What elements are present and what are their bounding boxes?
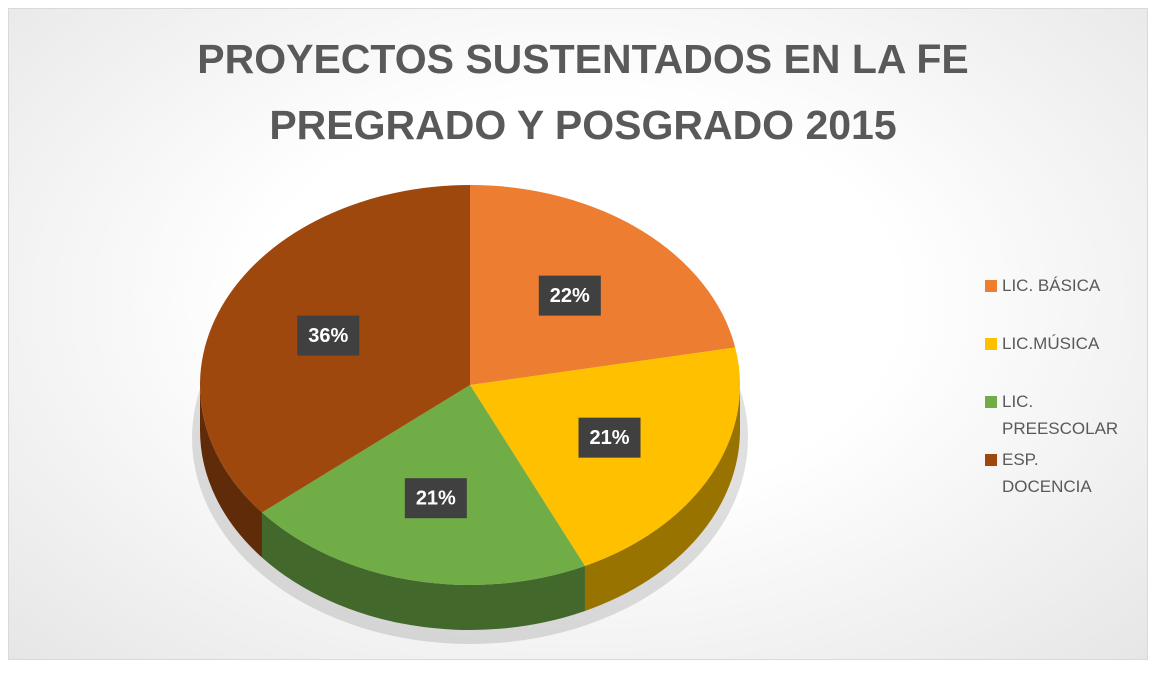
- value-label: 22%: [550, 285, 590, 307]
- legend-label: LIC.MÚSICA: [1002, 334, 1100, 353]
- legend-swatch: [985, 280, 997, 292]
- chart-title: PREGRADO Y POSGRADO 2015: [269, 102, 896, 148]
- legend-swatch: [985, 454, 997, 466]
- slice-side: [261, 512, 585, 630]
- legend-label: LIC. BÁSICA: [1002, 276, 1101, 295]
- legend-swatch: [985, 396, 997, 408]
- chart-title: PROYECTOS SUSTENTADOS EN LA FE: [197, 36, 969, 82]
- slice: [470, 185, 736, 385]
- value-label: 21%: [416, 487, 456, 509]
- value-label: 21%: [590, 427, 630, 449]
- slice-side: [584, 385, 740, 611]
- label-box: [297, 315, 360, 356]
- legend-item: LIC. PREESCOLAR: [985, 388, 1135, 446]
- label-box: [404, 478, 467, 519]
- legend-swatch: [985, 338, 997, 350]
- label-box: [578, 417, 641, 458]
- legend-item: ESP. DOCENCIA: [985, 446, 1135, 504]
- label-box: [538, 275, 601, 316]
- legend-label: LIC. PREESCOLAR: [1002, 392, 1119, 438]
- value-label: 36%: [308, 325, 348, 347]
- legend-item: LIC.MÚSICA: [985, 330, 1135, 388]
- slice-side: [200, 385, 262, 558]
- legend: LIC. BÁSICA LIC.MÚSICA LIC. PREESCOLAR ESP.…: [985, 272, 1135, 504]
- legend-item: LIC. BÁSICA: [985, 272, 1135, 330]
- legend-label: ESP. DOCENCIA: [1002, 450, 1092, 496]
